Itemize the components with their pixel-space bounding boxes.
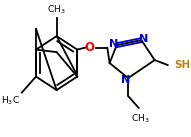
Text: N: N	[139, 34, 149, 44]
Text: CH$_3$: CH$_3$	[131, 112, 150, 125]
Text: CH$_3$: CH$_3$	[47, 4, 66, 16]
Text: N: N	[121, 75, 130, 85]
Text: SH: SH	[174, 60, 190, 70]
Text: O: O	[85, 41, 95, 54]
Text: H$_3$C: H$_3$C	[1, 95, 20, 107]
Text: N: N	[109, 39, 119, 49]
